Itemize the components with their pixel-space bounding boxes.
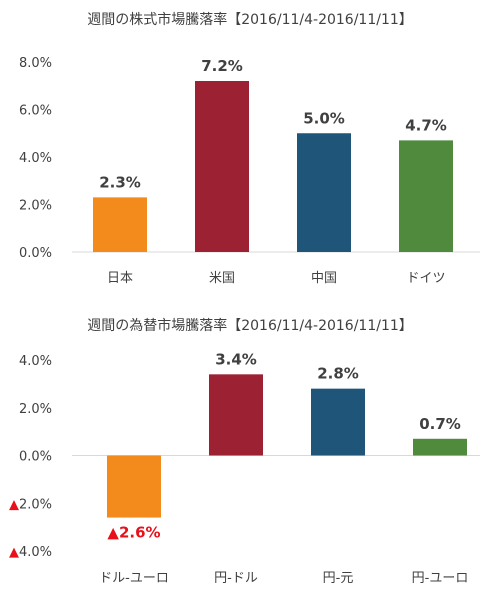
y-tick-label: 8.0% <box>19 56 52 71</box>
category-label: 円-ドル <box>214 571 258 586</box>
y-tick-label: 2.0% <box>19 402 52 417</box>
data-label: 4.7% <box>405 116 447 134</box>
y-tick-label: 6.0% <box>19 104 52 119</box>
data-label: 2.3% <box>99 173 141 191</box>
data-label: 2.8% <box>317 365 359 383</box>
stock-chart-title: 週間の株式市場騰落率【2016/11/4-2016/11/11】 <box>87 11 413 28</box>
y-tick-label: 4.0% <box>19 354 52 369</box>
category-label: 円-元 <box>323 571 354 586</box>
fx-chart-title: 週間の為替市場騰落率【2016/11/4-2016/11/11】 <box>87 317 413 334</box>
bar <box>93 197 147 252</box>
y-tick-label: ▲2.0% <box>9 497 52 512</box>
y-tick-label: ▲4.0% <box>9 545 52 560</box>
bar <box>209 374 263 456</box>
bar <box>195 81 249 252</box>
bar <box>399 140 453 252</box>
data-label: 7.2% <box>201 57 243 75</box>
category-label: 米国 <box>209 271 235 286</box>
data-label: 5.0% <box>303 109 345 127</box>
bar <box>311 388 365 456</box>
category-label: 円-ユーロ <box>412 571 469 586</box>
y-tick-label: 2.0% <box>19 199 52 214</box>
bar <box>107 455 161 518</box>
bar <box>413 438 467 456</box>
category-label: 日本 <box>107 271 133 286</box>
data-label: ▲2.6% <box>107 524 160 542</box>
category-label: ドイツ <box>406 271 445 286</box>
y-tick-label: 4.0% <box>19 151 52 166</box>
bar <box>297 133 351 252</box>
category-label: 中国 <box>311 271 337 286</box>
data-label: 0.7% <box>419 415 461 433</box>
y-tick-label: 0.0% <box>19 246 52 261</box>
y-tick-label: 0.0% <box>19 450 52 465</box>
category-label: ドル-ユーロ <box>99 571 169 586</box>
data-label: 3.4% <box>215 350 257 368</box>
